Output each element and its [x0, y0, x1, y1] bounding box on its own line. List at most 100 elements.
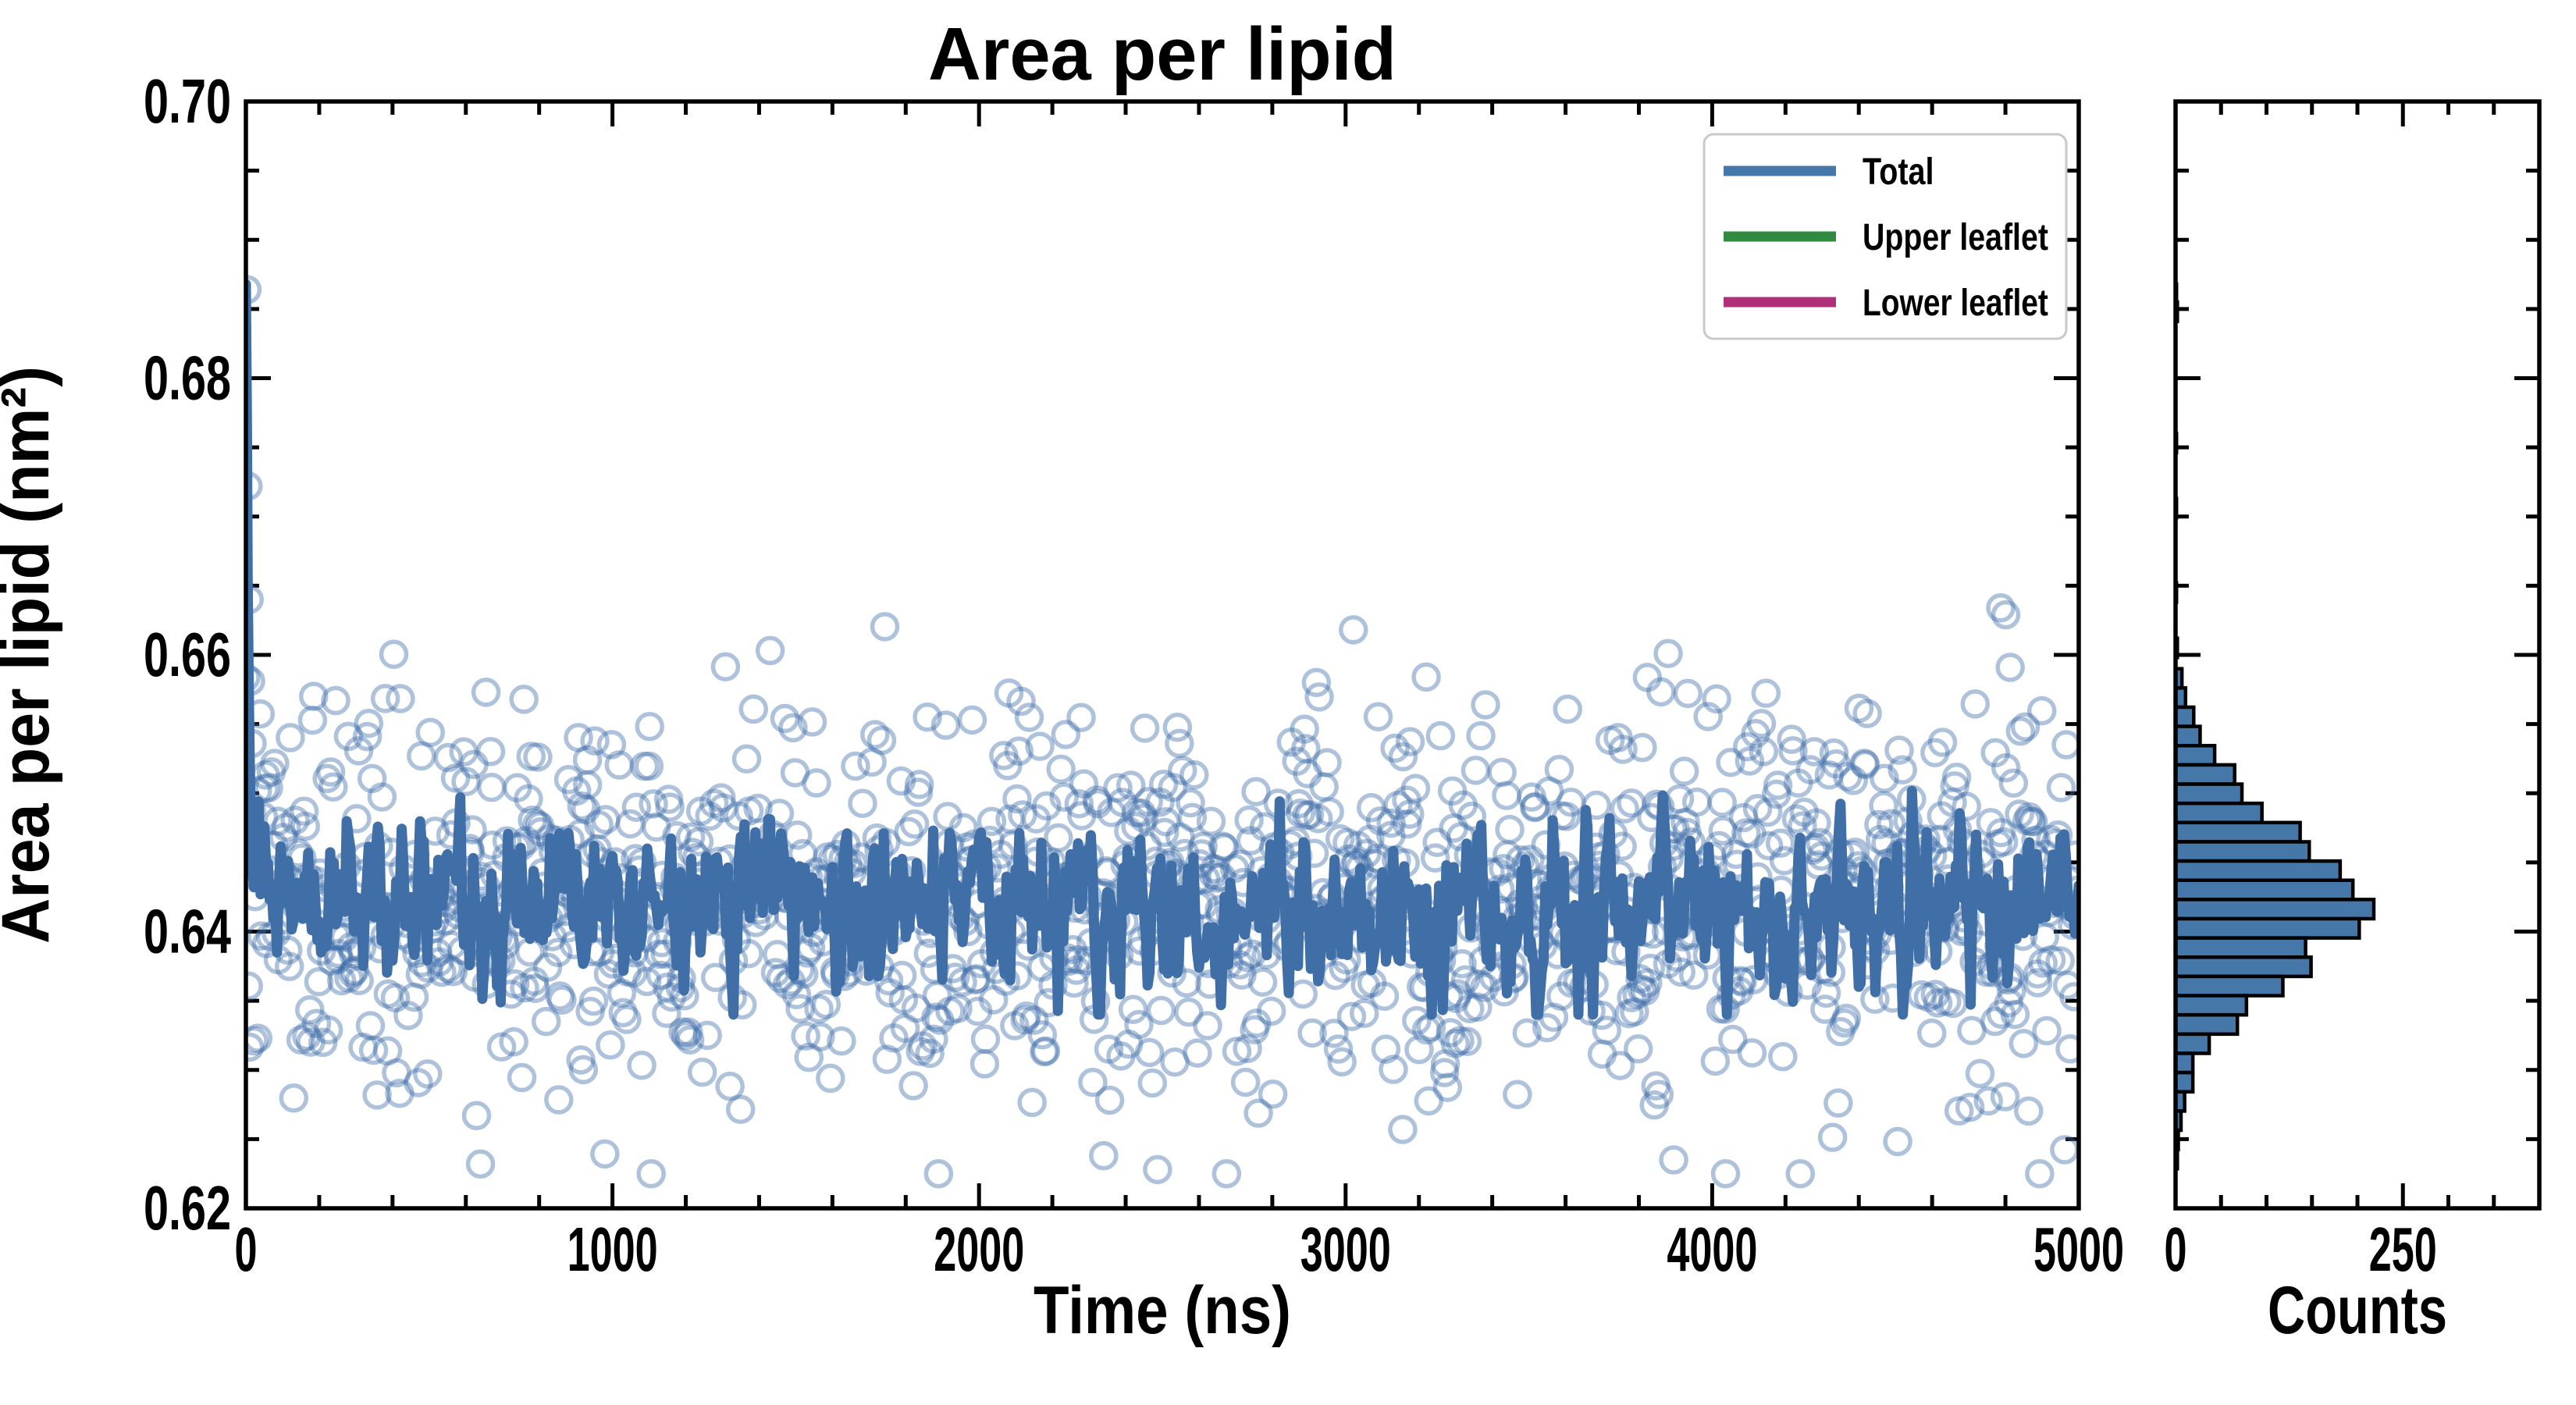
scatter-point: [1450, 965, 1481, 995]
scatter-point: [1463, 992, 1493, 1023]
histogram-bar: [2176, 763, 2236, 786]
scatter-point: [930, 710, 961, 740]
scatter-point: [1290, 714, 1319, 744]
scatter-point: [1349, 998, 1379, 1028]
scatter-point: [993, 751, 1023, 781]
scatter-point: [1303, 804, 1333, 834]
scatter-point: [903, 777, 934, 807]
scatter-point: [1133, 787, 1163, 816]
scatter-point: [1617, 788, 1646, 818]
scatter-point: [811, 990, 841, 1019]
scatter-point: [260, 749, 290, 778]
scatter-point: [1232, 942, 1262, 973]
hist-ticks: [2173, 99, 2539, 1211]
scatter-point: [668, 1017, 698, 1047]
scatter-point: [1884, 735, 1914, 765]
scatter-point: [572, 770, 603, 800]
legend-item-label: Lower leaflet: [1863, 283, 2048, 324]
scatter-point: [246, 1023, 273, 1053]
scatter-point: [1466, 720, 1496, 751]
scatter-point: [1000, 1011, 1030, 1040]
scatter-point: [710, 652, 741, 681]
scatter-point: [1108, 788, 1137, 817]
scatter-point: [1012, 1001, 1041, 1031]
scatter-point: [1623, 1034, 1653, 1064]
scatter-point: [1920, 980, 1950, 1009]
scatter-point: [522, 809, 552, 839]
scatter-point: [1137, 1068, 1168, 1098]
scatter-point: [906, 1037, 935, 1066]
scatter-point: [343, 736, 374, 766]
scatter-point: [1603, 723, 1633, 752]
scatter-point: [978, 985, 1009, 1015]
scatter-point: [1282, 746, 1311, 776]
scatter-point: [1955, 1092, 1985, 1122]
scatter-point: [1957, 1016, 1987, 1045]
scatter-point: [671, 1021, 701, 1051]
scatter-point: [427, 957, 457, 987]
scatter-point: [1991, 599, 2021, 630]
scatter-point: [1635, 953, 1665, 984]
scatter-point: [1094, 1085, 1125, 1115]
scatter-point: [1752, 797, 1783, 827]
scatter-point: [922, 980, 952, 1011]
scatter-point: [879, 1023, 909, 1053]
scatter-point: [1627, 974, 1656, 1005]
scatter-point: [1927, 801, 1957, 831]
scatter-point: [386, 684, 415, 713]
scatter-point: [2000, 999, 2030, 1030]
scatter-point: [1556, 787, 1586, 817]
scatter-point: [385, 1078, 415, 1108]
scatter-point: [1134, 1037, 1165, 1068]
scatter-point: [1032, 791, 1062, 821]
scatter-point: [1751, 678, 1781, 708]
scatter-point: [1448, 790, 1478, 820]
scatter-point: [296, 1027, 326, 1057]
scatter-point: [1352, 838, 1382, 869]
scatter-point: [1292, 800, 1322, 831]
scatter-point: [475, 737, 506, 767]
scatter-point: [1869, 791, 1898, 820]
scatter-point: [962, 996, 993, 1026]
scatter-point: [477, 773, 507, 802]
scatter-point: [1605, 1051, 1635, 1080]
scatter-point: [1323, 1034, 1354, 1064]
scatter-point: [1620, 997, 1649, 1026]
scatter-point: [290, 811, 321, 841]
scatter-point: [543, 937, 573, 968]
scatter-point: [919, 1024, 948, 1055]
scatter-point: [1991, 752, 2021, 783]
scatter-point: [1069, 769, 1099, 799]
scatter-point: [1802, 808, 1831, 838]
scatter-point: [1126, 798, 1156, 828]
scatter-point: [1983, 829, 2012, 859]
scatter-point: [1425, 720, 1456, 751]
scatter-point: [1304, 682, 1334, 712]
scatter-point: [1241, 777, 1271, 806]
scatter-point: [1811, 978, 1841, 1008]
scatter-point: [1799, 737, 1830, 767]
scatter-point: [1325, 823, 1355, 854]
scatter-point: [380, 983, 411, 1013]
scatter-point: [780, 758, 810, 788]
scatter-point: [1487, 757, 1517, 788]
scatter-point: [1639, 1090, 1670, 1120]
scatter-point: [405, 959, 436, 989]
scatter-point: [1010, 1005, 1040, 1035]
scatter-point: [1737, 1038, 1767, 1068]
scatter-point: [913, 702, 942, 732]
histogram-bar: [2176, 840, 2311, 863]
scatter-point: [1762, 779, 1791, 809]
scatter-point: [1666, 957, 1696, 987]
scatter-point: [1998, 768, 2029, 799]
y-axis-label: Area per lipid (nm²): [0, 366, 63, 944]
scatter-point: [333, 721, 364, 752]
scatter-point: [1174, 997, 1204, 1027]
scatter-point: [1247, 967, 1278, 998]
scatter-point: [1765, 828, 1795, 858]
scatter-point: [687, 1057, 717, 1087]
scatter-point: [1512, 1018, 1542, 1048]
scatter-point: [256, 757, 286, 787]
scatter-point: [246, 1032, 265, 1062]
histogram-bar: [2176, 994, 2249, 1017]
